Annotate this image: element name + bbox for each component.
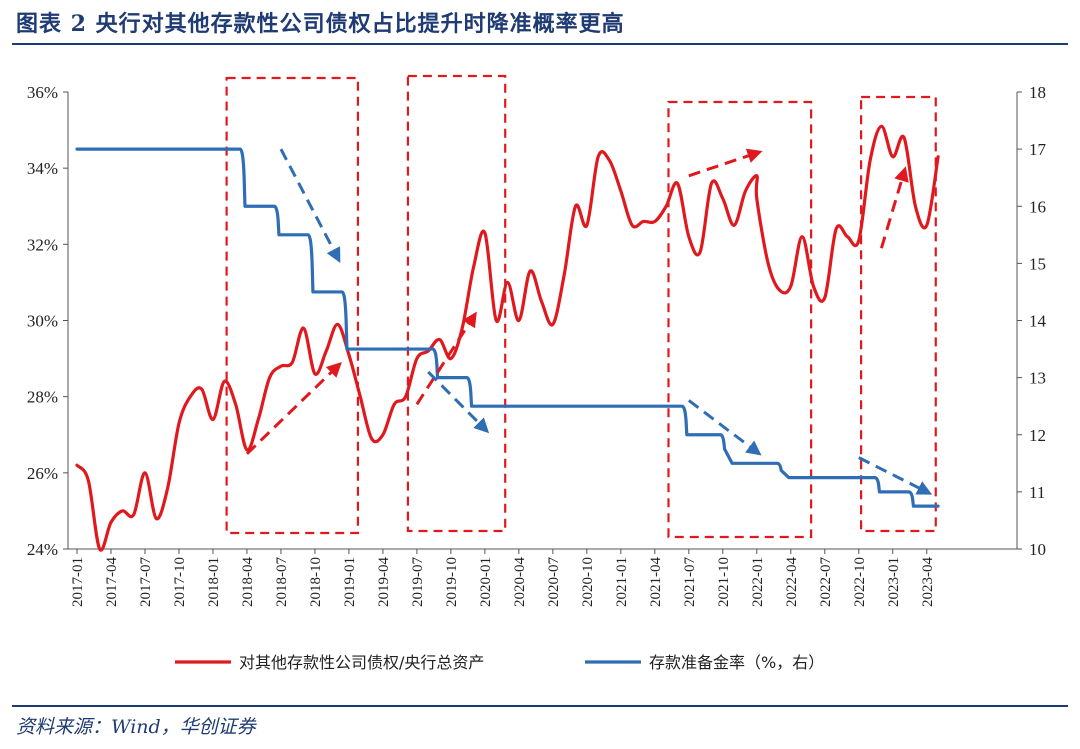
trend-arrow bbox=[279, 148, 341, 263]
x-tick-label: 2022-01 bbox=[750, 557, 766, 607]
legend-label: 存款准备金率（%，右） bbox=[649, 653, 824, 672]
x-tick-label: 2023-01 bbox=[886, 557, 902, 607]
legend-label: 对其他存款性公司债权/央行总资产 bbox=[239, 653, 484, 672]
right-tick-label: 10 bbox=[1029, 540, 1046, 559]
chart: 24% 26% 28% 30% 32% 34% 36% 10 11 12 13 14 15 16 17 18 2… bbox=[27, 74, 1047, 672]
x-tick-label: 2021-04 bbox=[648, 557, 664, 607]
left-tick-label: 28% bbox=[27, 388, 58, 407]
x-tick-label: 2018-04 bbox=[240, 557, 256, 607]
right-tick-label: 18 bbox=[1029, 83, 1046, 102]
x-tick-label: 2019-04 bbox=[376, 557, 392, 607]
left-tick-label: 24% bbox=[27, 540, 58, 559]
x-tick-label: 2018-01 bbox=[206, 557, 222, 607]
x-tick-label: 2021-10 bbox=[716, 557, 732, 607]
highlight-box bbox=[225, 76, 360, 535]
x-tick-label: 2023-04 bbox=[920, 557, 936, 607]
x-tick-label: 2021-01 bbox=[614, 557, 630, 607]
right-tick-label: 13 bbox=[1029, 369, 1046, 388]
trend-arrow bbox=[427, 370, 490, 434]
x-tick-label: 2017-07 bbox=[138, 557, 154, 607]
right-tick-label: 17 bbox=[1029, 140, 1047, 159]
trend-arrow bbox=[688, 148, 763, 178]
x-tick-label: 2022-10 bbox=[852, 557, 868, 607]
trend-arrow bbox=[879, 166, 909, 249]
x-tick-label: 2022-07 bbox=[818, 557, 834, 607]
right-tick-label: 11 bbox=[1029, 483, 1045, 502]
right-tick-label: 16 bbox=[1029, 197, 1046, 216]
highlight-box bbox=[667, 100, 813, 539]
x-tick-label: 2017-10 bbox=[172, 557, 188, 607]
trend-arrow bbox=[687, 399, 762, 456]
x-tick-label: 2017-04 bbox=[104, 557, 120, 607]
x-tick-label: 2019-10 bbox=[444, 557, 460, 607]
x-tick-label: 2020-01 bbox=[478, 557, 494, 607]
right-tick-label: 12 bbox=[1029, 426, 1046, 445]
x-tick-label: 2020-07 bbox=[546, 557, 562, 607]
highlight-box bbox=[406, 74, 507, 533]
series-line-claims-ratio bbox=[75, 124, 940, 552]
x-tick-label: 2020-10 bbox=[580, 557, 596, 607]
x-tick-label: 2019-01 bbox=[342, 557, 358, 607]
x-tick-label: 2019-07 bbox=[410, 557, 426, 607]
source-note: 资料来源：Wind，华创证券 bbox=[16, 716, 256, 738]
trend-arrow bbox=[415, 311, 477, 406]
x-tick-label: 2018-10 bbox=[308, 557, 324, 607]
x-tick-label: 2022-04 bbox=[784, 557, 800, 607]
x-tick-label: 2017-01 bbox=[70, 557, 86, 607]
highlight-box bbox=[859, 95, 937, 533]
figure-title: 图表 2 央行对其他存款性公司债权占比提升时降准概率更高 bbox=[16, 11, 625, 37]
series-line-rrr bbox=[75, 147, 940, 508]
left-tick-label: 32% bbox=[27, 235, 58, 254]
trend-arrow bbox=[245, 362, 342, 455]
x-tick-label: 2018-07 bbox=[274, 557, 290, 607]
source-rule bbox=[12, 705, 1068, 707]
left-tick-label: 26% bbox=[27, 464, 58, 483]
x-tick-label: 2021-07 bbox=[682, 557, 698, 607]
title-rule bbox=[12, 43, 1068, 45]
left-tick-label: 30% bbox=[27, 312, 58, 331]
trend-arrow bbox=[858, 456, 933, 495]
right-tick-label: 15 bbox=[1029, 254, 1046, 273]
left-tick-label: 34% bbox=[27, 159, 58, 178]
x-tick-label: 2020-04 bbox=[512, 557, 528, 607]
left-tick-label: 36% bbox=[27, 83, 58, 102]
right-tick-label: 14 bbox=[1029, 312, 1047, 331]
